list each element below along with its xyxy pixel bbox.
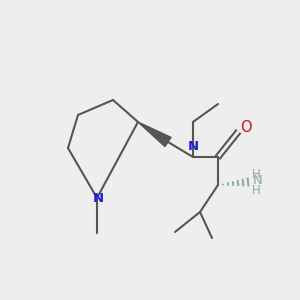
Text: N: N <box>92 193 104 206</box>
Polygon shape <box>138 122 171 147</box>
Text: H: H <box>252 167 260 181</box>
Text: N: N <box>253 175 263 188</box>
Text: O: O <box>240 119 252 134</box>
Text: H: H <box>252 184 260 196</box>
Text: N: N <box>188 140 199 154</box>
